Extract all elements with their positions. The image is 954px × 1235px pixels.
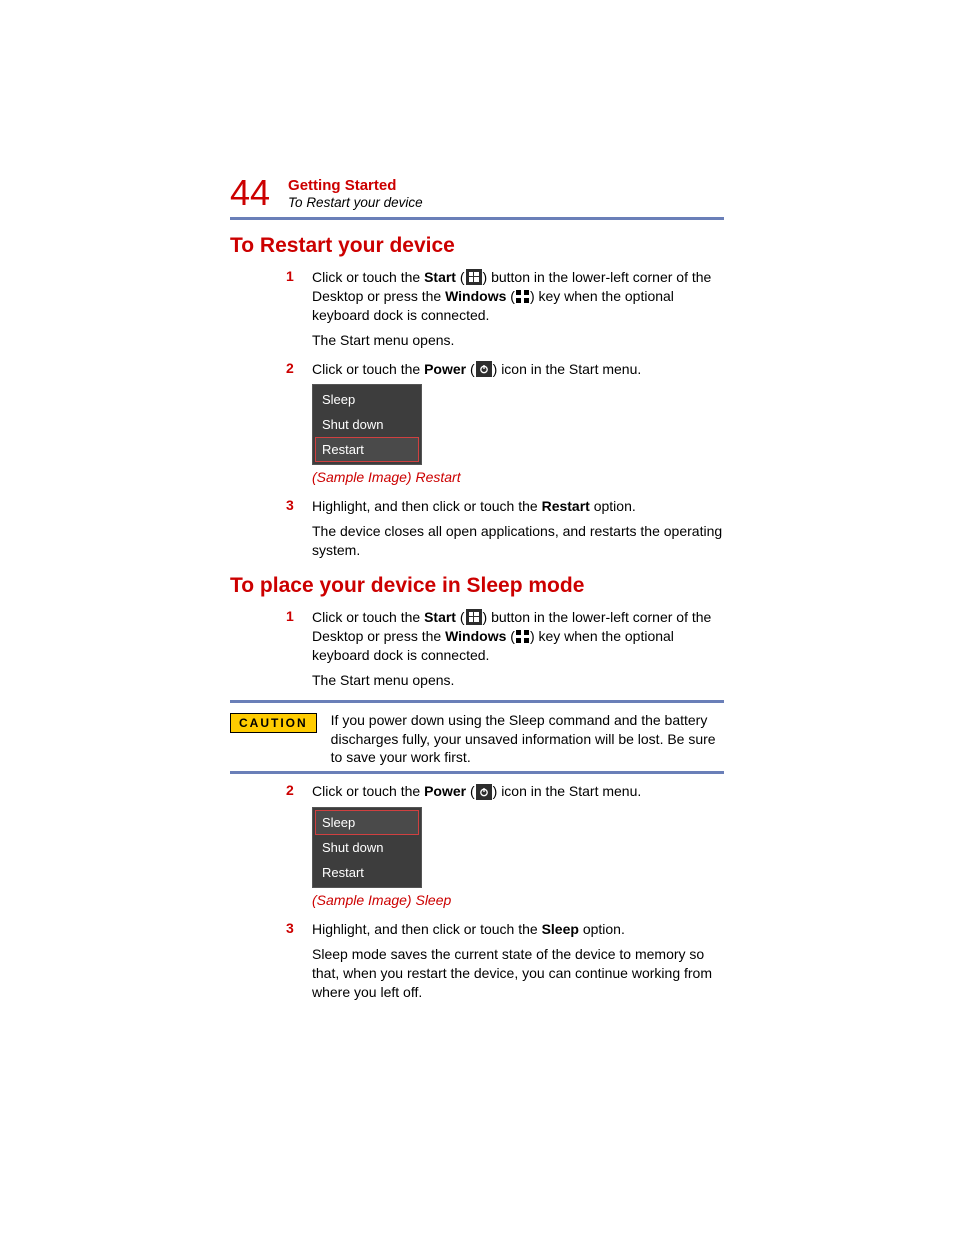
menu-item-shutdown[interactable]: Shut down	[315, 412, 419, 437]
bold-text: Windows	[445, 288, 506, 304]
step-2: 2 Click or touch the Power ( ) icon in th…	[286, 360, 724, 379]
power-icon	[476, 361, 492, 377]
page-header: 44 Getting Started To Restart your devic…	[230, 175, 724, 211]
menu-item-sleep[interactable]: Sleep	[315, 810, 419, 835]
section-heading-restart: To Restart your device	[230, 234, 724, 258]
caution-rule-bottom	[230, 771, 724, 774]
chapter-title: Getting Started	[288, 177, 423, 194]
bold-text: Power	[424, 361, 466, 377]
text: Highlight, and then click or touch the	[312, 498, 542, 514]
text: ) icon in the Start menu.	[493, 783, 642, 799]
text: (	[506, 628, 515, 644]
caution-block: CAUTION If you power down using the Slee…	[230, 700, 724, 775]
step-number: 1	[286, 608, 312, 665]
bold-text: Start	[424, 609, 456, 625]
bold-text: Start	[424, 269, 456, 285]
text: Click or touch the	[312, 361, 424, 377]
step-text: Click or touch the Power ( ) icon in the …	[312, 360, 641, 379]
step-number: 1	[286, 268, 312, 325]
step-1: 1 Click or touch the Start () button in …	[286, 608, 724, 665]
step-1: 1 Click or touch the Start () button in …	[286, 268, 724, 325]
step-text: Click or touch the Start () button in th…	[312, 268, 724, 325]
text: ) icon in the Start menu.	[493, 361, 642, 377]
section1-body: 1 Click or touch the Start () button in …	[286, 268, 724, 560]
chapter-subsection: To Restart your device	[288, 195, 423, 210]
step-follow-text: The Start menu opens.	[312, 331, 724, 350]
step-text: Click or touch the Power ( ) icon in the …	[312, 782, 641, 801]
step-number: 2	[286, 360, 312, 379]
menu-item-restart[interactable]: Restart	[315, 860, 419, 885]
header-rule	[230, 217, 724, 220]
text: (	[456, 609, 465, 625]
text: (	[466, 361, 475, 377]
bold-text: Power	[424, 783, 466, 799]
step-text: Highlight, and then click or touch the S…	[312, 920, 625, 939]
bold-text: Restart	[542, 498, 590, 514]
step-number: 3	[286, 920, 312, 939]
windows-key-icon	[516, 290, 529, 303]
windows-key-icon	[516, 630, 529, 643]
text: (	[506, 288, 515, 304]
bold-text: Sleep	[542, 921, 579, 937]
text: Highlight, and then click or touch the	[312, 921, 542, 937]
power-menu-restart: Sleep Shut down Restart	[312, 384, 422, 465]
start-icon	[466, 269, 482, 285]
step-3: 3 Highlight, and then click or touch the…	[286, 920, 724, 939]
step-text: Click or touch the Start () button in th…	[312, 608, 724, 665]
step-number: 2	[286, 782, 312, 801]
text: option.	[579, 921, 625, 937]
text: (	[456, 269, 465, 285]
section-heading-sleep: To place your device in Sleep mode	[230, 574, 724, 598]
step-2: 2 Click or touch the Power ( ) icon in th…	[286, 782, 724, 801]
caution-badge: CAUTION	[230, 713, 317, 733]
caution-text: If you power down using the Sleep comman…	[331, 711, 724, 768]
step-follow-text: The device closes all open applications,…	[312, 522, 724, 560]
header-titles: Getting Started To Restart your device	[288, 177, 423, 210]
figure-caption: (Sample Image) Sleep	[312, 892, 724, 908]
text: option.	[590, 498, 636, 514]
page-number: 44	[230, 175, 270, 211]
step-follow-text: Sleep mode saves the current state of th…	[312, 945, 724, 1002]
step-3: 3 Highlight, and then click or touch the…	[286, 497, 724, 516]
section2-body: 1 Click or touch the Start () button in …	[286, 608, 724, 690]
text: Click or touch the	[312, 609, 424, 625]
menu-item-shutdown[interactable]: Shut down	[315, 835, 419, 860]
menu-item-sleep[interactable]: Sleep	[315, 387, 419, 412]
step-follow-text: The Start menu opens.	[312, 671, 724, 690]
step-number: 3	[286, 497, 312, 516]
figure-caption: (Sample Image) Restart	[312, 469, 724, 485]
menu-item-restart[interactable]: Restart	[315, 437, 419, 462]
text: (	[466, 783, 475, 799]
page: 44 Getting Started To Restart your devic…	[0, 0, 954, 1235]
start-icon	[466, 609, 482, 625]
power-menu-sleep: Sleep Shut down Restart	[312, 807, 422, 888]
step-text: Highlight, and then click or touch the R…	[312, 497, 636, 516]
caution-rule-top	[230, 700, 724, 703]
power-icon	[476, 784, 492, 800]
bold-text: Windows	[445, 628, 506, 644]
text: Click or touch the	[312, 269, 424, 285]
text: Click or touch the	[312, 783, 424, 799]
section2-body-cont: 2 Click or touch the Power ( ) icon in th…	[286, 782, 724, 1001]
